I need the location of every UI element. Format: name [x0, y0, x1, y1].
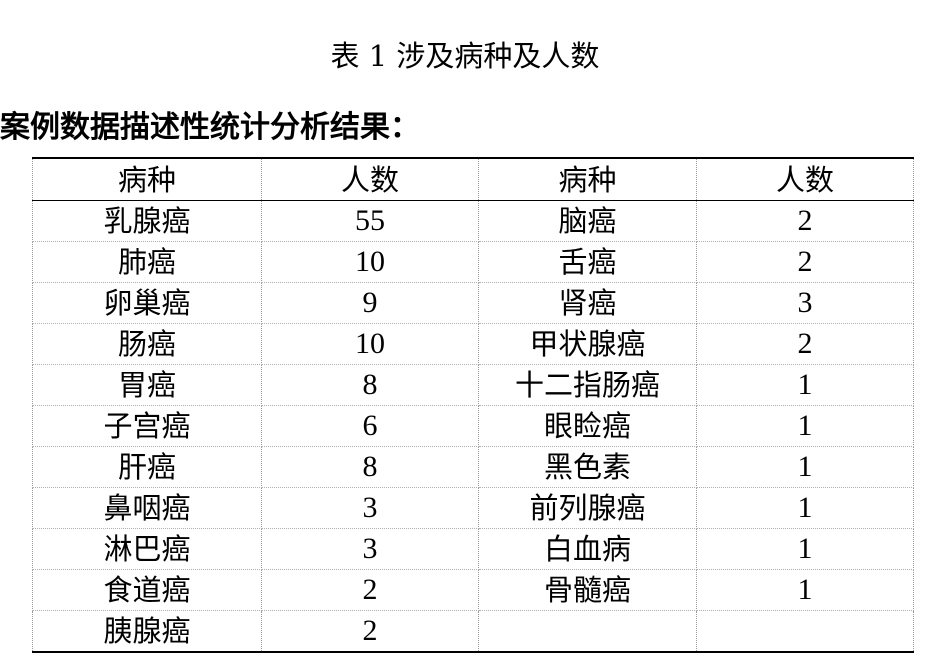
table-row: 卵巢癌 9 肾癌 3	[32, 282, 914, 324]
table-row: 肠癌 10 甲状腺癌 2	[32, 323, 914, 365]
table-row: 肝癌 8 黑色素 1	[32, 446, 914, 488]
header-disease-left: 病种	[32, 157, 262, 201]
disease-count-table: 病种 人数 病种 人数 乳腺癌 55 脑癌 2 肺癌 10 舌癌 2 卵巢癌 9 肾癌 3 肠癌 10 甲状…	[32, 157, 914, 653]
cell-disease-left: 肝癌	[32, 446, 262, 488]
cell-disease-right: 甲状腺癌	[478, 323, 697, 365]
cell-disease-left: 肺癌	[32, 241, 262, 283]
table-row: 肺癌 10 舌癌 2	[32, 241, 914, 283]
cell-disease-left: 胰腺癌	[32, 610, 262, 653]
table-row: 淋巴癌 3 白血病 1	[32, 528, 914, 570]
cell-disease-right: 脑癌	[478, 200, 697, 242]
cell-disease-left: 肠癌	[32, 323, 262, 365]
cell-count-right: 1	[696, 569, 914, 611]
cell-count-right	[696, 610, 914, 653]
header-count-right: 人数	[696, 157, 914, 201]
cell-disease-right: 舌癌	[478, 241, 697, 283]
cell-count-right: 1	[696, 487, 914, 529]
cell-disease-left: 食道癌	[32, 569, 262, 611]
cell-count-right: 1	[696, 528, 914, 570]
cell-count-left: 3	[261, 528, 479, 570]
cell-disease-right: 十二指肠癌	[478, 364, 697, 406]
cell-count-left: 2	[261, 610, 479, 653]
cell-count-right: 3	[696, 282, 914, 324]
cell-count-left: 9	[261, 282, 479, 324]
cell-disease-left: 卵巢癌	[32, 282, 262, 324]
cell-disease-right: 肾癌	[478, 282, 697, 324]
cell-disease-left: 淋巴癌	[32, 528, 262, 570]
cell-count-right: 2	[696, 200, 914, 242]
header-count-left: 人数	[261, 157, 479, 201]
cell-disease-left: 胃癌	[32, 364, 262, 406]
cell-count-left: 8	[261, 446, 479, 488]
table-row: 乳腺癌 55 脑癌 2	[32, 200, 914, 242]
cell-count-right: 1	[696, 405, 914, 447]
header-disease-right: 病种	[478, 157, 697, 201]
cell-count-left: 10	[261, 323, 479, 365]
cell-disease-left: 乳腺癌	[32, 200, 262, 242]
table-row: 食道癌 2 骨髓癌 1	[32, 569, 914, 611]
cell-count-right: 2	[696, 323, 914, 365]
cell-count-left: 3	[261, 487, 479, 529]
cell-disease-left: 子宫癌	[32, 405, 262, 447]
cell-disease-right: 前列腺癌	[478, 487, 697, 529]
cell-disease-right: 骨髓癌	[478, 569, 697, 611]
table-row: 鼻咽癌 3 前列腺癌 1	[32, 487, 914, 529]
section-heading: 案例数据描述性统计分析结果：	[0, 110, 420, 145]
cell-disease-right	[478, 610, 697, 653]
cell-count-right: 2	[696, 241, 914, 283]
cell-count-left: 6	[261, 405, 479, 447]
cell-count-left: 55	[261, 200, 479, 242]
cell-count-right: 1	[696, 446, 914, 488]
cell-count-left: 10	[261, 241, 479, 283]
table-row: 子宫癌 6 眼睑癌 1	[32, 405, 914, 447]
cell-count-left: 8	[261, 364, 479, 406]
cell-disease-right: 黑色素	[478, 446, 697, 488]
table-caption: 表 1 涉及病种及人数	[330, 39, 600, 73]
table-header-row: 病种 人数 病种 人数	[32, 157, 914, 201]
cell-disease-right: 白血病	[478, 528, 697, 570]
table-row: 胰腺癌 2	[32, 610, 914, 653]
cell-disease-right: 眼睑癌	[478, 405, 697, 447]
cell-disease-left: 鼻咽癌	[32, 487, 262, 529]
cell-count-left: 2	[261, 569, 479, 611]
table-body: 乳腺癌 55 脑癌 2 肺癌 10 舌癌 2 卵巢癌 9 肾癌 3 肠癌 10 甲状腺癌 2 胃癌 8 十二指肠癌 1…	[32, 200, 914, 653]
table-row: 胃癌 8 十二指肠癌 1	[32, 364, 914, 406]
cell-count-right: 1	[696, 364, 914, 406]
